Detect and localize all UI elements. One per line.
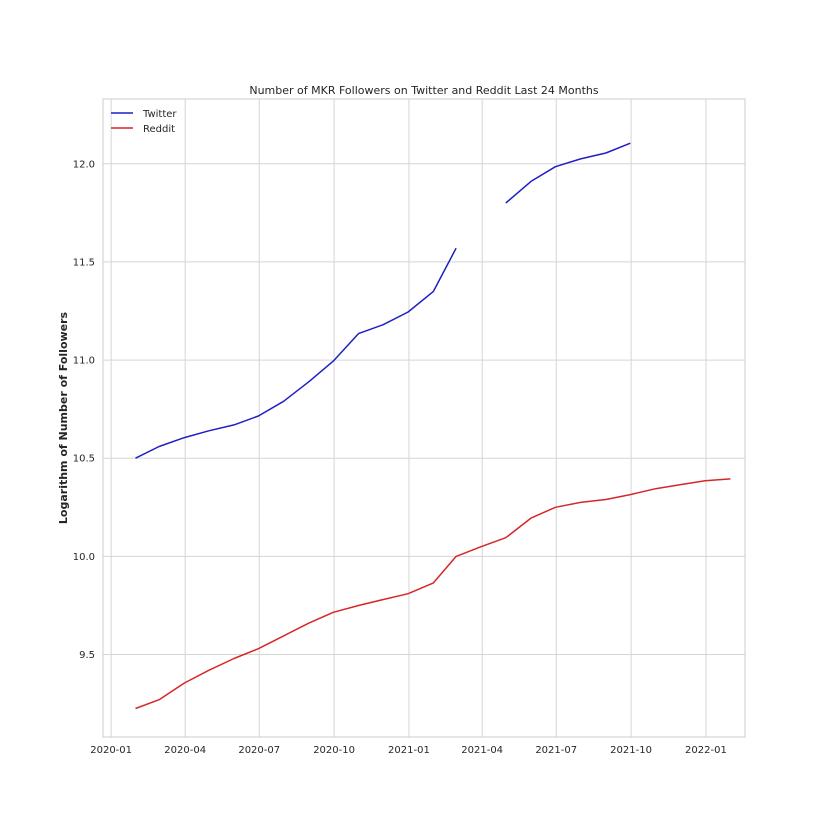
series-line-twitter: [505, 142, 631, 204]
x-tick-label: 2021-10: [610, 745, 652, 756]
y-tick-label: 9.5: [79, 650, 95, 661]
x-tick-label: 2022-01: [685, 745, 727, 756]
grid: [103, 99, 745, 737]
x-tick-label: 2020-01: [90, 745, 132, 756]
chart-title: Number of MKR Followers on Twitter and R…: [249, 84, 599, 97]
series-line-twitter: [135, 247, 457, 459]
series-reddit: [135, 478, 731, 710]
series-group: [135, 142, 731, 710]
plot-frame: [102, 98, 746, 738]
tick-labels: 2020-01 2020-04 2020-07 2020-10 2021-01 2021-…: [73, 159, 727, 756]
legend: Twitter Reddit: [111, 109, 177, 135]
y-tick-label: 11.5: [73, 257, 95, 268]
x-tick-label: 2020-07: [238, 745, 280, 756]
y-tick-label: 11.0: [73, 356, 95, 367]
x-tick-label: 2021-04: [461, 745, 503, 756]
x-tick-label: 2021-01: [388, 745, 430, 756]
x-tick-label: 2021-07: [535, 745, 577, 756]
series-line-reddit: [135, 478, 731, 710]
legend-label-reddit: Reddit: [143, 124, 175, 135]
y-tick-label: 10.0: [73, 552, 95, 563]
y-tick-label: 12.0: [73, 159, 95, 170]
legend-label-twitter: Twitter: [142, 109, 177, 120]
series-twitter: [135, 142, 631, 459]
y-axis-label: Logarithm of Number of Followers: [57, 311, 70, 524]
y-tick-label: 10.5: [73, 454, 95, 465]
x-tick-label: 2020-04: [164, 745, 206, 756]
x-tick-label: 2020-10: [313, 745, 355, 756]
